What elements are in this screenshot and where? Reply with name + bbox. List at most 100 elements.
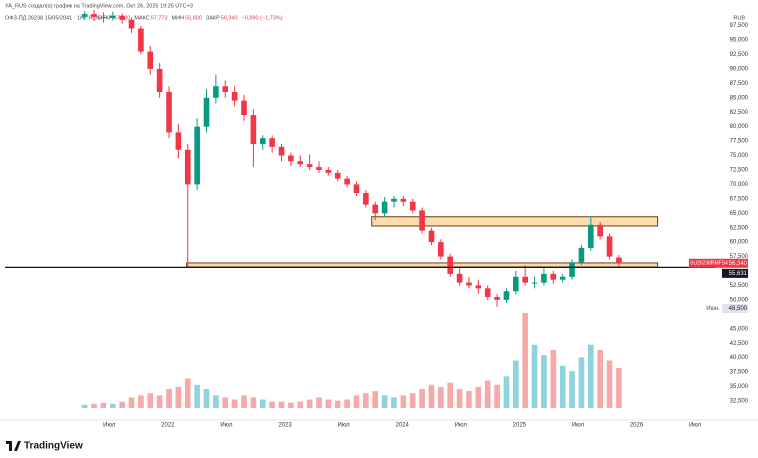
y-tick-label: 35,000 <box>730 384 749 390</box>
y-tick-label: 40,000 <box>730 355 749 361</box>
volume-bar <box>184 378 191 408</box>
volume-bar <box>175 386 182 408</box>
price-tag-label: 55,631 <box>729 271 748 277</box>
volume-bar <box>409 393 416 408</box>
candle-body <box>184 149 191 185</box>
volume-bar <box>334 400 341 408</box>
volume-bar <box>381 395 388 408</box>
ohlc-value: 57,773 <box>151 15 168 21</box>
candle-body <box>503 291 510 300</box>
candle-body <box>81 14 88 17</box>
candle-body <box>541 273 547 283</box>
candle-body <box>606 236 613 257</box>
volume-bar <box>297 401 304 408</box>
volume-bar <box>372 391 379 408</box>
volume-bar <box>213 395 219 408</box>
volume-bar <box>550 349 557 408</box>
candle-body <box>400 198 407 202</box>
logo: TradingView <box>6 441 83 452</box>
volume-bar <box>541 355 547 408</box>
volume-bar <box>456 389 463 408</box>
y-tick-label: 67,500 <box>730 196 749 202</box>
volume-bar <box>325 399 332 408</box>
y-tick-label: 85,000 <box>730 95 749 101</box>
volume-bar <box>100 402 107 408</box>
candle-body <box>316 167 322 170</box>
volume-bar <box>316 397 322 408</box>
volume-bar <box>606 360 613 408</box>
candle-body <box>231 92 238 101</box>
candle-body <box>409 201 416 211</box>
zone <box>371 216 659 227</box>
price-tag <box>722 268 748 278</box>
candle-body <box>334 172 341 179</box>
candle-body <box>213 86 219 98</box>
candle-body <box>522 276 529 283</box>
y-tick-label: 45,000 <box>730 326 749 332</box>
candle-body <box>269 138 275 147</box>
volume-bar <box>128 397 135 408</box>
volume-bar <box>391 397 397 408</box>
ohlc-label: МИН <box>172 15 185 21</box>
volume-bar <box>147 393 154 408</box>
x-tick-label: 2023 <box>278 423 292 429</box>
volume-bar <box>166 389 172 408</box>
volume-bar <box>559 365 566 408</box>
volume-bar <box>587 344 594 408</box>
ohlc-legend: ОТКР57,330МАКС57,773МИН55,800ЗАКР56,340−… <box>98 15 283 21</box>
candle-body <box>344 178 350 185</box>
volume-bar <box>306 399 313 408</box>
candle-body <box>119 15 125 20</box>
volume-bar <box>194 384 200 408</box>
price-tag <box>722 258 748 268</box>
volume-bar <box>616 367 622 408</box>
volume-bar <box>156 395 163 408</box>
candle-body <box>363 193 369 205</box>
volume-bar <box>597 349 603 408</box>
candle-body <box>325 169 332 173</box>
candle-body <box>109 15 116 19</box>
candle-body <box>91 14 97 17</box>
candle-body <box>203 97 210 127</box>
y-tick-label: 60,000 <box>730 240 749 246</box>
y-tick-label: 92,500 <box>730 52 749 58</box>
volume-bar <box>419 389 425 408</box>
y-tick-label: 70,000 <box>730 182 749 188</box>
change: −0,990 (−1,73%) <box>242 15 283 21</box>
candle-body <box>494 297 500 300</box>
candle-body <box>166 92 172 133</box>
volume-bar <box>363 393 369 408</box>
logo-icon <box>6 441 21 451</box>
price-tag-label: 56,340 <box>729 261 748 267</box>
candle-body <box>456 273 463 283</box>
logo-text: TradingView <box>24 441 83 452</box>
volume-bar <box>531 344 538 408</box>
x-tick-label: Июл <box>689 423 702 429</box>
candle-body <box>531 282 538 284</box>
ohlc-label: ЗАКР <box>206 15 220 21</box>
volume-bar <box>428 384 435 408</box>
candle-body <box>438 242 444 257</box>
candle-body <box>259 138 266 144</box>
y-tick-label: 72,500 <box>730 168 749 174</box>
volume-bar <box>119 401 125 408</box>
y-tick-label: 32,500 <box>730 399 749 405</box>
volume-bar <box>241 395 247 408</box>
volume-bar <box>91 403 97 408</box>
volume-bar <box>250 397 257 408</box>
candle-body <box>381 201 388 214</box>
candle-body <box>194 126 200 185</box>
y-tick-label: 95,000 <box>730 38 749 44</box>
volume-bar <box>484 380 491 408</box>
candle-body <box>550 273 557 280</box>
volume-bar <box>222 397 229 408</box>
y-tick-label: 90,000 <box>730 66 749 72</box>
candle-body <box>297 161 304 165</box>
y-tick-label: 52,500 <box>730 283 749 289</box>
x-tick-label: 2024 <box>395 423 409 429</box>
ticker-tag-label: SU26238RMFS4 <box>690 261 728 267</box>
candle-body <box>578 247 585 263</box>
price-tag-label: 48,500 <box>729 306 748 312</box>
